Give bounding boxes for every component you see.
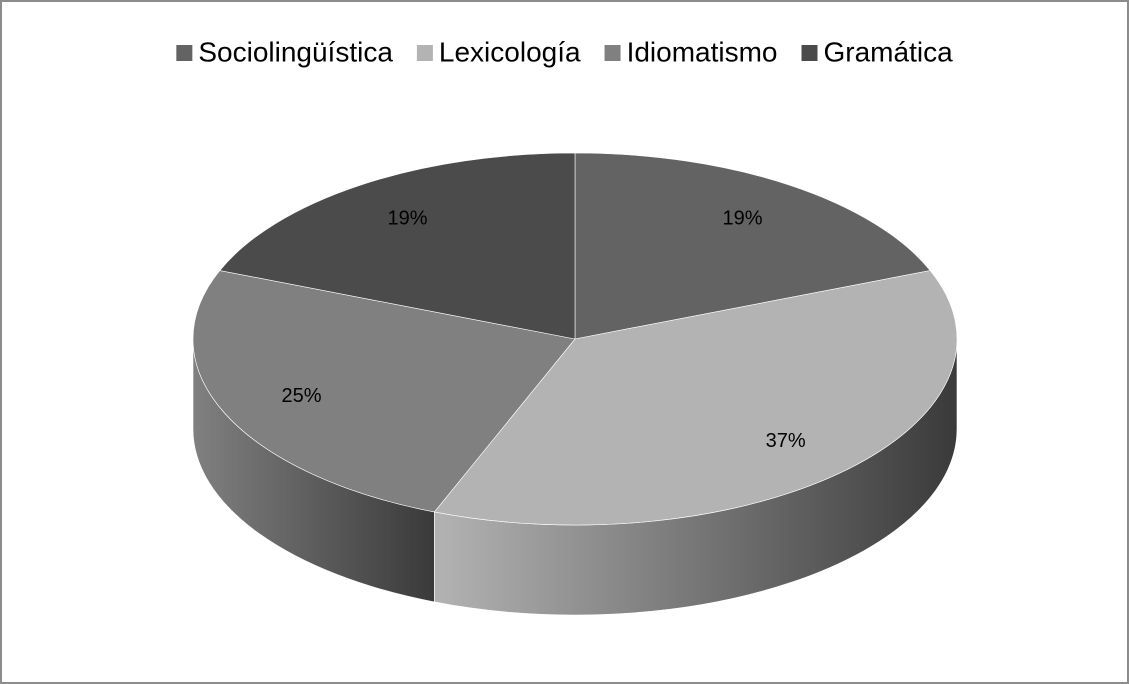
data-label: 25%	[282, 385, 322, 407]
legend-swatch	[801, 45, 818, 61]
data-label: 19%	[722, 207, 762, 229]
data-label: 37%	[766, 430, 806, 452]
slice	[433, 270, 958, 526]
legend-item: Lexicología	[416, 36, 581, 67]
legend-label: Idiomatismo	[627, 36, 778, 67]
legend-item: Gramática	[801, 36, 954, 67]
slice	[574, 152, 931, 340]
slice	[192, 270, 576, 513]
slice	[219, 152, 576, 340]
legend-label: Lexicología	[439, 36, 581, 67]
legend-label: Gramática	[824, 36, 954, 67]
legend-item: Sociolingüística	[176, 36, 393, 67]
legend-item: Idiomatismo	[604, 36, 778, 67]
legend-swatch	[176, 45, 193, 61]
legend-swatch	[416, 45, 433, 61]
legend-swatch	[604, 45, 621, 61]
legend-label: Sociolingüística	[198, 36, 393, 67]
data-label: 19%	[388, 207, 428, 229]
